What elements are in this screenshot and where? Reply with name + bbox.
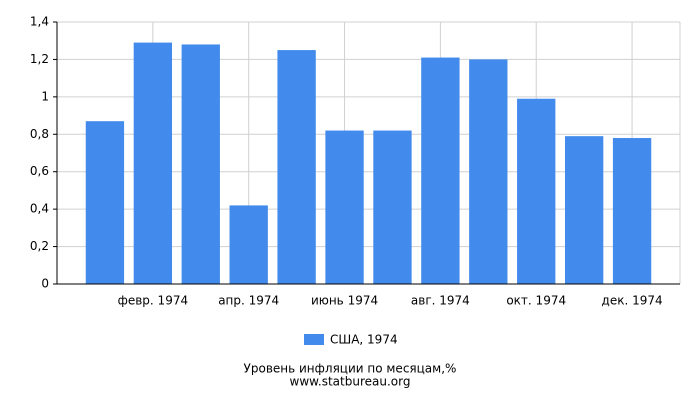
- bar: [612, 138, 652, 284]
- y-tick-label: 0: [41, 277, 49, 291]
- source: www.statbureau.org: [290, 375, 411, 389]
- bar: [85, 121, 125, 284]
- bar: [421, 57, 460, 284]
- y-tick-label: 0,6: [30, 164, 49, 178]
- y-tick-label: 1,4: [30, 15, 49, 29]
- bar: [133, 42, 173, 285]
- bar: [469, 59, 508, 284]
- x-tick-label: авг. 1974: [411, 294, 470, 308]
- x-tick-label: февр. 1974: [118, 294, 189, 308]
- legend-swatch: [304, 334, 324, 345]
- y-tick-label: 0,2: [30, 239, 49, 253]
- y-tick-label: 0,8: [30, 127, 49, 141]
- legend-label: США, 1974: [330, 333, 398, 347]
- bar: [373, 130, 412, 284]
- y-tick-label: 1: [41, 89, 49, 103]
- bar: [277, 50, 316, 285]
- y-tick-label: 1,2: [30, 52, 49, 66]
- x-tick-label: апр. 1974: [218, 294, 279, 308]
- bar: [229, 205, 268, 284]
- chart-title: Уровень инфляции по месяцам,%: [244, 362, 457, 376]
- bar: [181, 44, 220, 285]
- x-tick-label: дек. 1974: [602, 294, 663, 308]
- y-tick-label: 0,4: [30, 202, 49, 216]
- x-tick-label: июнь 1974: [311, 294, 378, 308]
- bar: [517, 98, 556, 284]
- x-tick-label: окт. 1974: [506, 294, 566, 308]
- bar: [325, 130, 364, 284]
- bar: [564, 136, 604, 284]
